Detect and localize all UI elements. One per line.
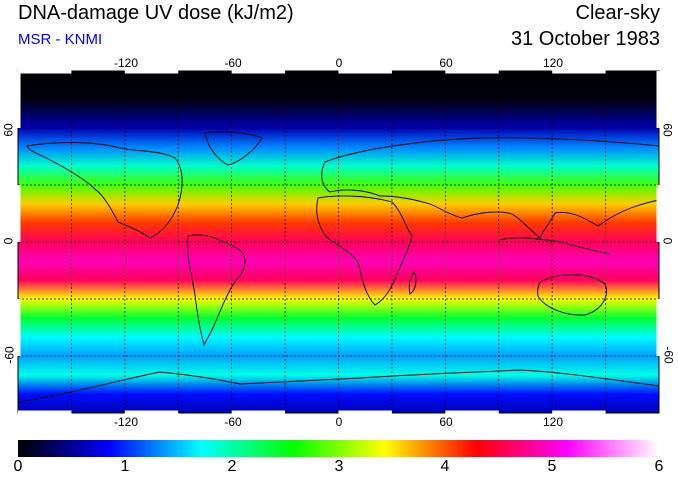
coast-south-america [187,234,246,347]
lon-label-top: 60 [439,56,453,70]
colorbar-label: 0 [13,458,23,475]
lon-label-top: -60 [224,56,242,70]
lon-label-top: -120 [113,56,139,70]
lon-label-top: 120 [542,56,564,70]
lon-label-bottom: -60 [224,415,242,429]
lat-label-right: -60 [661,346,676,364]
colorbar-label: 1 [120,458,130,475]
lat-label-right: 60 [660,123,675,137]
chart-subtitle: MSR - KNMI [18,31,103,48]
lon-label-bottom: 120 [542,415,564,429]
lon-label-top: 0 [335,56,343,70]
colorbar [18,440,659,457]
coast-australia [537,274,607,316]
lat-label-left: -60 [2,346,17,364]
frame-ticks [17,70,660,414]
lat-label-left: 0 [1,237,16,245]
colorbar-label: 5 [547,458,557,475]
lon-label-bottom: 60 [439,415,453,429]
coast-madagascar [408,271,417,295]
colorbar-label: 6 [654,458,664,475]
lon-label-bottom: 0 [335,415,343,429]
coastlines [18,131,659,403]
coast-eurasia [321,137,659,239]
coast-antarctica [18,369,659,403]
lat-lon-grid [18,71,659,413]
sky-condition: Clear-sky [575,2,660,24]
colorbar-label: 2 [227,458,237,475]
coast-greenland [204,131,263,166]
lat-label-right: 0 [660,237,675,245]
colorbar-label: 4 [440,458,450,475]
chart-date: 31 October 1983 [511,28,660,50]
lon-label-bottom: -120 [113,415,139,429]
chart-title: DNA-damage UV dose (kJ/m2) [18,2,294,24]
lat-label-left: 60 [1,123,16,137]
coast-africa [316,195,413,306]
colorbar-label: 3 [334,458,344,475]
